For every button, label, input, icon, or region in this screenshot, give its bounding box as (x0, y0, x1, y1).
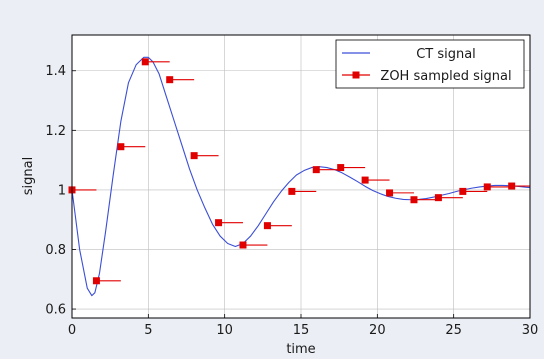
zoh-sample-marker (508, 182, 516, 190)
plot-frame (71, 34, 531, 319)
x-tick-label: 30 (522, 323, 539, 338)
zoh-sample-marker (483, 183, 491, 191)
zoh-sample-marker (215, 219, 223, 227)
zoh-sample-marker (312, 166, 320, 174)
x-axis-label: time (286, 342, 315, 357)
legend-label-ct: CT signal (416, 47, 476, 62)
zoh-sample-marker (92, 277, 100, 285)
zoh-sample-marker (434, 194, 442, 202)
zoh-sample-marker (117, 143, 125, 151)
y-tick-label: 0.6 (45, 303, 66, 318)
legend: CT signal ZOH sampled signal (335, 39, 525, 89)
x-tick-label: 0 (68, 323, 76, 338)
zoh-sample-marker (239, 241, 247, 249)
x-tick-label: 25 (445, 323, 462, 338)
y-tick-label: 1.2 (45, 124, 66, 139)
x-tick-label: 15 (293, 323, 310, 338)
legend-marker-zoh (352, 71, 360, 79)
grid (71, 35, 531, 318)
zoh-sample-marker (263, 222, 271, 230)
zoh-sample-marker (141, 58, 149, 66)
legend-label-zoh: ZOH sampled signal (380, 69, 511, 84)
zoh-sample-marker (288, 187, 296, 195)
tick-labels: 0 5 10 15 20 25 30 0.6 0.8 1 1.2 1.4 (45, 64, 538, 338)
zoh-sample-marker (337, 164, 345, 172)
series-layer (68, 56, 530, 297)
zoh-sample-marker (410, 196, 418, 204)
ct-signal-line (72, 56, 530, 297)
zoh-sample-marker (190, 152, 198, 160)
y-tick-label: 0.8 (45, 243, 66, 258)
zoh-sample-marker (166, 76, 174, 84)
x-tick-label: 5 (144, 323, 152, 338)
legend-box (335, 39, 525, 89)
zoh-sample-marker (386, 189, 394, 197)
zoh-sample-marker (361, 176, 369, 184)
y-axis-label: signal (21, 157, 36, 195)
zoh-sample-marker (459, 187, 467, 195)
x-tick-label: 20 (369, 323, 386, 338)
y-tick-label: 1.4 (45, 64, 66, 79)
x-tick-label: 10 (216, 323, 233, 338)
y-tick-label: 1 (58, 183, 66, 198)
